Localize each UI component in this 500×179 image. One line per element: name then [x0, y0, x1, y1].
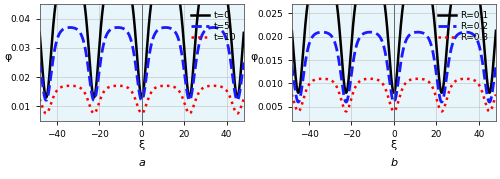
Line: t=10: t=10	[36, 86, 248, 113]
R=0.2	[319, 31, 325, 33]
t=0	[239, 55, 245, 57]
t=10	[67, 85, 73, 87]
R=0.2	[296, 101, 302, 103]
R=0.3	[491, 100, 497, 102]
Line: R=0.1: R=0.1	[288, 0, 500, 93]
Y-axis label: φ: φ	[250, 52, 258, 62]
R=0.2	[491, 79, 497, 81]
R=0.3	[382, 88, 388, 90]
R=0.2	[491, 78, 497, 80]
Line: R=0.3: R=0.3	[288, 79, 500, 111]
t=0	[239, 57, 245, 59]
R=0.3	[296, 110, 302, 112]
Y-axis label: φ: φ	[4, 52, 12, 62]
t=5	[239, 75, 245, 77]
R=0.2	[296, 101, 302, 103]
R=0.2	[388, 92, 394, 94]
R=0.1	[296, 92, 302, 94]
R=0.2	[382, 53, 388, 55]
R=0.1	[491, 54, 497, 56]
Line: t=5: t=5	[36, 28, 248, 100]
R=0.1	[382, 10, 388, 13]
t=5	[67, 26, 73, 29]
t=10	[245, 90, 251, 92]
R=0.3	[319, 78, 325, 80]
t=5	[43, 99, 49, 101]
R=0.3	[497, 84, 500, 86]
R=0.3	[296, 110, 302, 112]
t=10	[130, 93, 136, 96]
t=10	[136, 109, 142, 111]
t=10	[44, 112, 50, 114]
t=5	[32, 39, 38, 42]
R=0.2	[497, 43, 500, 46]
R=0.1	[388, 76, 394, 78]
t=10	[239, 103, 245, 105]
t=5	[130, 49, 136, 52]
t=10	[239, 103, 245, 106]
R=0.2	[452, 37, 458, 39]
t=5	[136, 90, 142, 92]
X-axis label: ξ: ξ	[138, 140, 145, 150]
t=0	[130, 12, 136, 14]
t=0	[136, 80, 142, 82]
t=5	[44, 99, 50, 101]
Line: t=0: t=0	[36, 0, 248, 97]
R=0.3	[388, 106, 394, 108]
R=0.1	[296, 91, 302, 94]
Legend: t=0, t=5, t=10: t=0, t=5, t=10	[188, 9, 239, 45]
R=0.3	[452, 80, 458, 83]
t=5	[245, 39, 251, 42]
t=10	[32, 90, 38, 92]
Line: R=0.2: R=0.2	[288, 32, 500, 102]
R=0.1	[491, 52, 497, 54]
t=5	[200, 32, 206, 34]
t=10	[200, 87, 206, 89]
t=0	[43, 96, 49, 98]
t=0	[44, 96, 50, 98]
Legend: R=0.1, R=0.2, R=0.3: R=0.1, R=0.2, R=0.3	[435, 9, 492, 45]
Text: b: b	[390, 158, 398, 168]
R=0.3	[491, 100, 497, 102]
t=5	[239, 76, 245, 78]
X-axis label: ξ: ξ	[391, 140, 397, 150]
t=10	[43, 112, 49, 115]
R=0.2	[284, 43, 290, 46]
Text: a: a	[138, 158, 145, 168]
R=0.3	[284, 84, 290, 86]
